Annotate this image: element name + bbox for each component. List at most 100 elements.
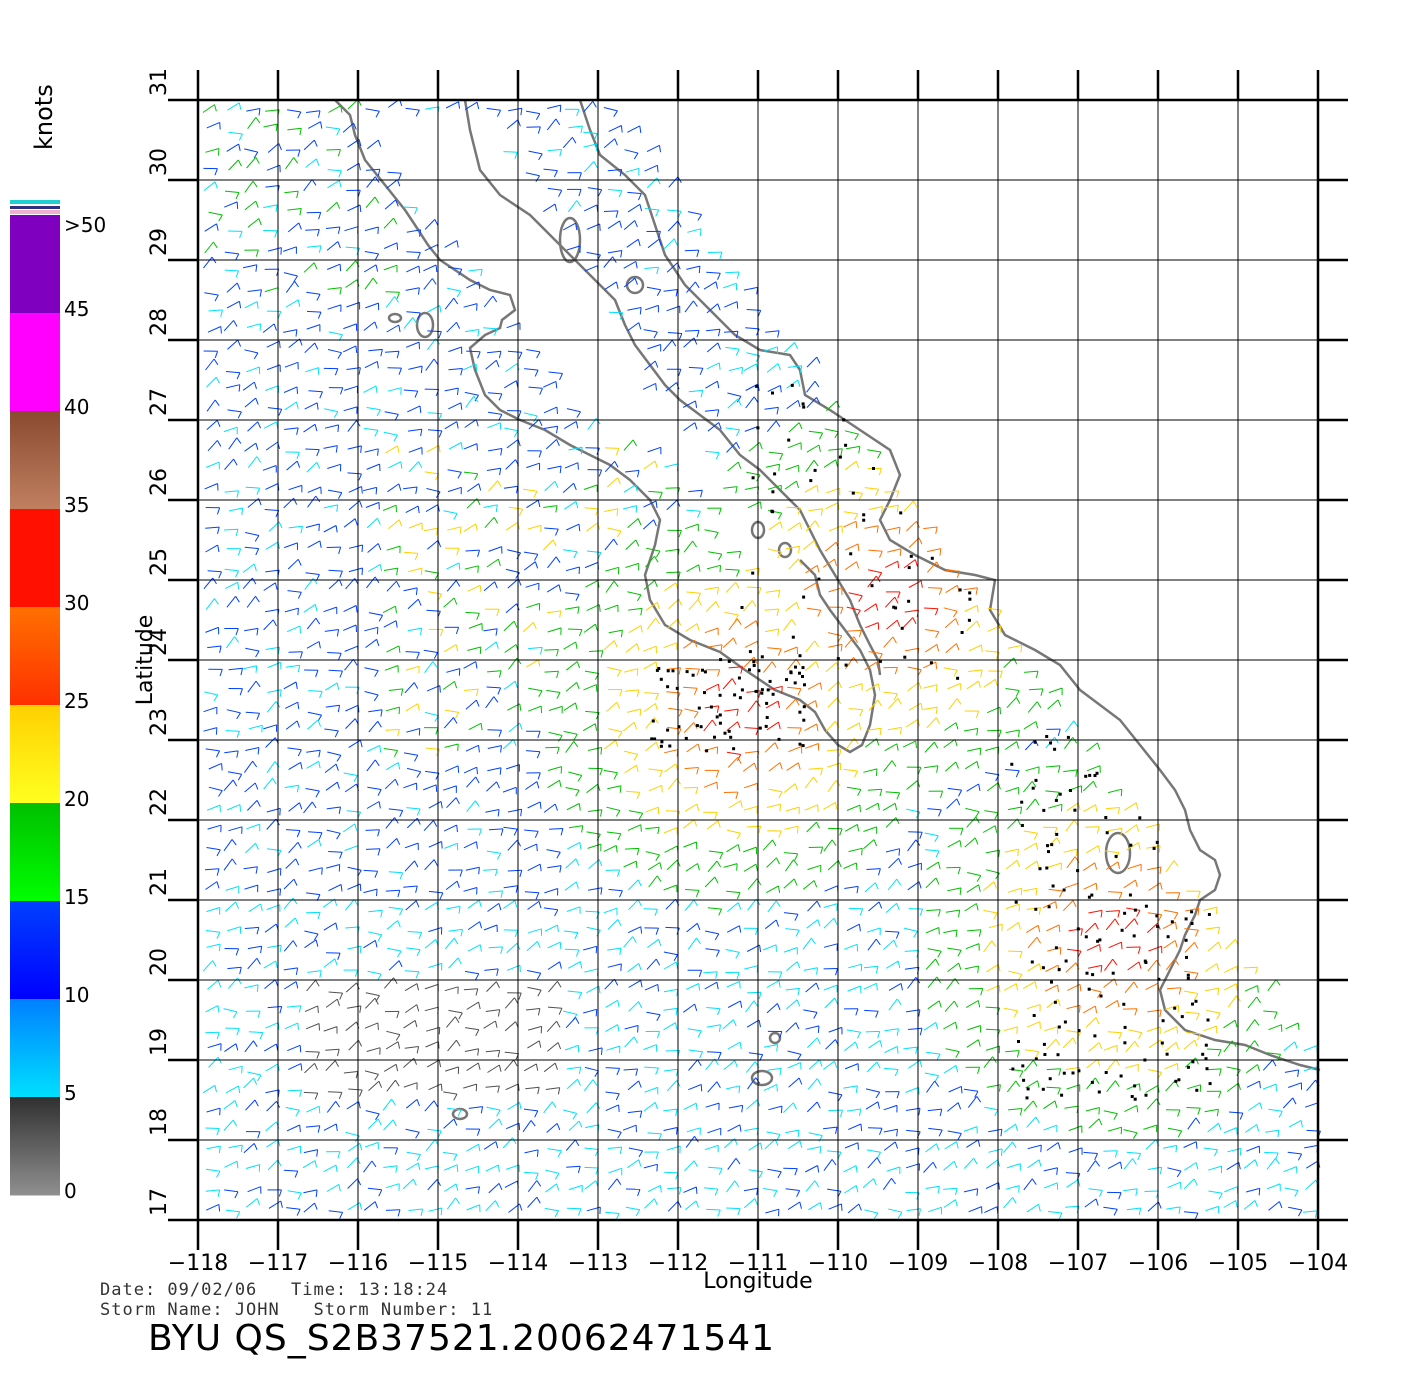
wind-barb-feather [298,222,302,230]
wind-barb [903,927,918,932]
wind-barb-feather [374,430,379,437]
wind-barb [488,480,498,492]
wind-barb [865,1101,879,1110]
wind-barb-feather [375,487,378,495]
wind-barb [1066,856,1076,869]
wind-barb-feather [536,973,542,980]
wind-barb [666,499,678,511]
wind-barb [927,561,937,573]
wind-barb [486,1106,501,1111]
wind-barb-feather [537,659,541,667]
wind-barb [364,667,379,672]
wind-barb-feather [476,767,478,775]
wind-barb-feather [736,396,742,403]
wind-barb [1008,1068,1023,1072]
wind-barb [788,1077,800,1088]
wind-barb [1006,922,1019,931]
wind-barb [265,483,279,490]
wind-barb [346,1157,358,1169]
rain-flag [1042,808,1046,812]
wind-barb-feather [816,723,819,731]
wind-barb [566,906,581,912]
wind-barb [644,266,659,269]
wind-barb [306,310,322,313]
x-tick-label: −116 [328,1251,388,1276]
wind-barb-feather [1238,1162,1241,1170]
rain-flag [1034,907,1038,911]
wind-barb [828,587,843,593]
wind-barb-feather [241,507,244,515]
wind-barb-feather [820,767,823,776]
wind-barb-feather [495,628,498,636]
wind-barb-feather [717,381,720,389]
wind-barb-feather [1057,699,1062,707]
wind-barb-feather [319,540,322,548]
wind-barb-feather [717,669,721,677]
wind-barb-feather [776,1003,781,1011]
wind-barb-feather [938,909,941,917]
wind-barb-feather [740,666,744,674]
wind-barb [704,876,716,888]
wind-barb [328,105,341,113]
wind-barb-feather [394,296,399,303]
wind-barb-feather [474,394,479,402]
wind-barb [844,943,858,950]
rain-flag [790,383,794,387]
wind-barb-feather [1237,1082,1241,1090]
wind-barb-feather [580,961,583,969]
wind-barb [927,1108,942,1112]
wind-barb [1107,1161,1121,1170]
x-tick-label: −114 [488,1251,548,1276]
wind-barb-feather [274,582,278,590]
wind-barb [967,929,982,932]
wind-barb [627,1159,640,1169]
wind-barb [665,548,680,552]
wind-barb-feather [1035,1116,1040,1124]
wind-barb-feather [556,407,558,415]
wind-barb-feather [1019,1108,1023,1116]
wind-barb-feather [1058,924,1061,933]
wind-barb [1065,962,1077,973]
wind-barb-feather [760,1142,763,1150]
wind-barb [868,699,879,712]
wind-barb-feather [1132,1132,1138,1139]
rain-flag [1186,973,1190,977]
rain-flag [1184,938,1188,942]
wind-barb-feather [420,366,423,374]
wind-barb-feather [474,473,479,481]
wind-barb [345,246,360,249]
wind-barb [408,522,423,529]
wind-barb-feather [794,914,799,921]
wind-barb-feather [396,580,401,588]
wind-barb [864,661,877,671]
wind-barb-feather [535,1063,539,1071]
wind-barb [886,960,899,969]
rain-flag [900,626,904,630]
wind-barb [247,680,257,693]
wind-barb-feather [1097,742,1101,750]
wind-barb-feather [279,1006,283,1014]
wind-barb [1183,1178,1195,1190]
wind-barb [304,930,319,935]
wind-barb-feather [556,1020,561,1028]
rain-flag [1170,920,1174,924]
wind-barb-feather [214,104,217,112]
wind-barb-feather [235,270,240,278]
wind-barb-feather [239,231,243,239]
wind-barb [507,808,522,813]
wind-barb [1105,918,1116,931]
wind-barb-feather [253,381,257,389]
wind-barb-feather [336,629,340,637]
wind-barb-feather [275,204,278,212]
wind-barb [247,421,259,432]
wind-barb-feather [678,530,682,538]
wind-barb-feather [477,1048,480,1056]
wind-barb-feather [398,367,402,375]
wind-barb [647,1184,661,1193]
wind-barb [887,726,902,731]
wind-barb [267,944,282,949]
wind-barb-feather [519,508,524,516]
wind-barb [204,868,220,871]
wind-barb [1085,1107,1100,1112]
wind-barb-feather [338,653,342,660]
